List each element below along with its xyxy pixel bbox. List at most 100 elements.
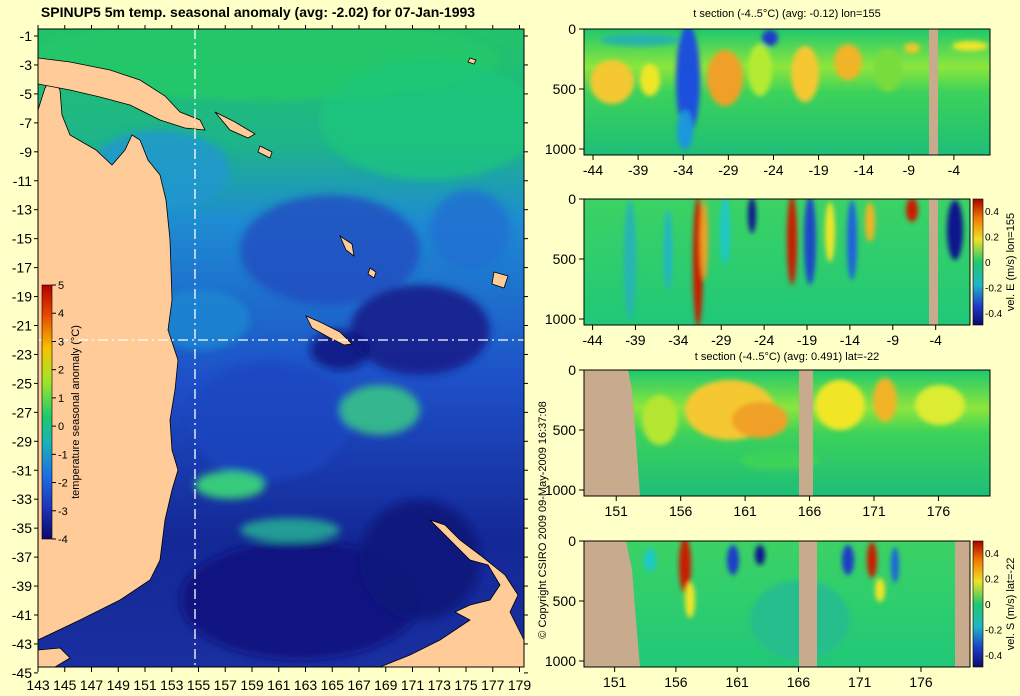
map-x-tick-label: 167 [347, 677, 371, 693]
map-colorbar-label: temperature seasonal anomaly (°C) [70, 325, 82, 499]
map-x-tick-label: 159 [240, 677, 264, 693]
map-x-axis: 143 145 147 149 151 153 155 157 159 161 163 165 167 1… [26, 25, 531, 693]
x-tick-label: -29 [718, 162, 738, 178]
x-tick-label: -4 [948, 162, 961, 178]
map-y-tick-label: -7 [20, 115, 33, 131]
x-tick-label: -9 [887, 332, 900, 348]
y-tick-label: 0 [568, 191, 576, 207]
colorbar-tick-label: -0.4 [985, 651, 1003, 662]
x-tick-label: -44 [582, 332, 602, 348]
x-tick-label: -4 [929, 332, 942, 348]
panel3-plot [584, 370, 990, 496]
map-colorbar-tick-label: 1 [58, 393, 64, 405]
map-y-tick-label: -21 [12, 318, 32, 334]
map-x-tick-label: 165 [321, 677, 345, 693]
x-tick-label: -19 [808, 162, 828, 178]
x-tick-label: 176 [927, 503, 951, 519]
map-y-tick-label: -3 [20, 57, 33, 73]
map-x-tick-label: 163 [294, 677, 318, 693]
map-y-tick-label: -41 [12, 607, 32, 623]
map-colorbar-tick-label: 0 [58, 421, 64, 433]
map-y-axis: -1-3-5-7-9-11-13-15-17-19-21-23-25-27-29… [12, 28, 528, 681]
map-x-tick-label: 147 [80, 677, 104, 693]
panel3-land-left [584, 370, 640, 496]
map-colorbar-tick-label: -4 [58, 534, 68, 546]
new-caledonia-land [305, 315, 353, 346]
colorbar-tick-label: 0.4 [985, 207, 999, 218]
y-tick-label: 500 [553, 81, 577, 97]
map-x-tick-label: 155 [187, 677, 211, 693]
panel2-land-gap [929, 199, 938, 325]
colorbar-tick-label: -0.2 [985, 626, 1003, 637]
y-tick-label: 500 [553, 593, 577, 609]
panel3-frame [583, 369, 991, 497]
y-tick-label: 0 [568, 533, 576, 549]
map-y-tick-label: -37 [12, 549, 32, 565]
map-y-tick-label: -23 [12, 346, 32, 362]
map-y-tick-label: -27 [12, 404, 32, 420]
map-y-tick-label: -9 [20, 144, 33, 160]
colorbar-tick-label: 0 [985, 258, 991, 269]
x-tick-label: -24 [763, 162, 783, 178]
png-land [38, 57, 206, 131]
map-x-tick-label: 153 [160, 677, 184, 693]
y-tick-label: 500 [553, 251, 577, 267]
colorbar-tick-label: -0.4 [985, 309, 1003, 320]
australia-land [38, 75, 179, 641]
copyright-text: © Copyright CSIRO 2009 09-May-2009 16:37… [537, 401, 549, 638]
map-y-tick-label: -39 [12, 578, 32, 594]
map-x-tick-label: 171 [401, 677, 425, 693]
map-colorbar-ticks: 5 4 3 2 1 0 -1 -2 -3 -4 [52, 280, 68, 546]
map-eddy-texture [38, 29, 524, 660]
x-tick-label: -39 [628, 162, 648, 178]
y-tick-label: 1000 [545, 653, 576, 669]
map-y-tick-label: -15 [12, 231, 32, 247]
map-title: SPINUP5 5m temp. seasonal anomaly (avg: … [41, 4, 475, 20]
panel4-plot [584, 541, 970, 667]
map-x-tick-label: 179 [508, 677, 532, 693]
map-x-tick-label: 177 [481, 677, 505, 693]
map-colorbar-tick-label: 3 [58, 336, 64, 348]
panel1-land-gap [929, 29, 938, 155]
y-tick-label: 0 [568, 362, 576, 378]
panel1-frame [583, 28, 991, 156]
x-tick-label: -29 [711, 332, 731, 348]
map-plot [38, 29, 524, 667]
x-tick-label: -19 [797, 332, 817, 348]
panel3-title: t section (-4..5°C) (avg: 0.491) lat=-22 [695, 351, 879, 363]
x-tick-label: 171 [848, 674, 872, 690]
x-tick-label: -14 [854, 162, 874, 178]
map-y-tick-label: -29 [12, 433, 32, 449]
panel4-ylabel: vel. S (m/s) lat=-22 [1005, 558, 1017, 651]
x-tick-label: -14 [840, 332, 860, 348]
map-y-tick-label: -1 [20, 28, 33, 44]
map-y-tick-label: -19 [12, 289, 32, 305]
map-y-tick-label: -31 [12, 462, 32, 478]
panel3-axes: 151 156 161 166 171 176 0 500 1000 [545, 362, 950, 519]
x-tick-label: 171 [862, 503, 886, 519]
panel2-axes: -44 -39 -34 -29 -24 -19 -14 -9 -4 0 500 1000 [545, 191, 942, 348]
map-colorbar-tick-label: -2 [58, 478, 68, 490]
map-y-tick-label: -25 [12, 375, 32, 391]
y-tick-label: 1000 [545, 311, 576, 327]
y-tick-label: 1000 [545, 141, 576, 157]
tasmania-land [38, 647, 71, 667]
x-tick-label: -34 [673, 162, 693, 178]
map-colorbar-tick-label: -3 [58, 506, 68, 518]
x-tick-label: 161 [725, 674, 749, 690]
map-colorbar-tick-label: 2 [58, 365, 64, 377]
x-tick-label: 151 [605, 503, 629, 519]
panel1-plot [584, 29, 990, 155]
map-y-tick-label: -33 [12, 491, 32, 507]
map-x-tick-label: 157 [214, 677, 238, 693]
x-tick-label: 166 [798, 503, 822, 519]
map-x-tick-label: 143 [26, 677, 50, 693]
colorbar-tick-label: 0.2 [985, 575, 999, 586]
map-x-tick-label: 151 [133, 677, 157, 693]
map-y-tick-label: -43 [12, 636, 32, 652]
map-x-tick-label: 169 [374, 677, 398, 693]
map-x-tick-label: 175 [454, 677, 478, 693]
panel2-ylabel: vel. E (m/s) lon=155 [1005, 213, 1017, 311]
map-colorbar-ramp [41, 284, 53, 540]
